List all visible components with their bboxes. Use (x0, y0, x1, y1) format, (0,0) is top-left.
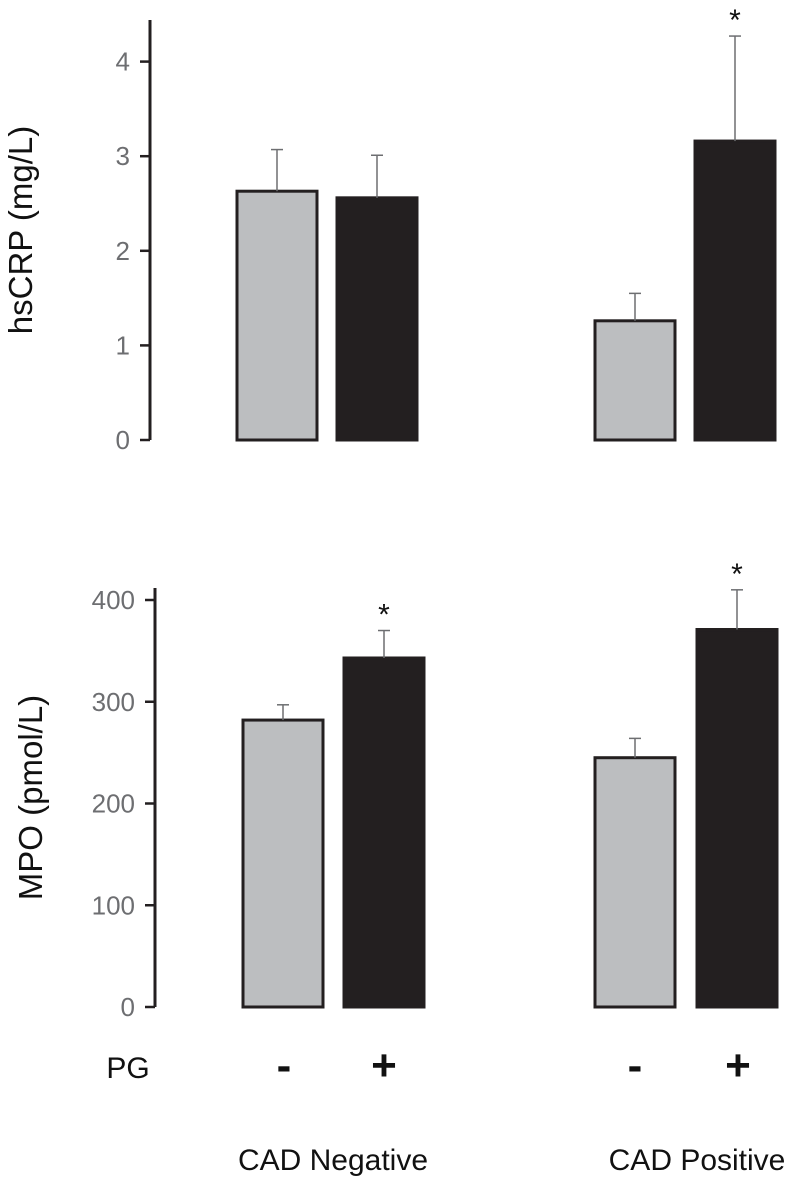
hscrp-y-tick-label-2: 2 (116, 236, 130, 266)
mpo-chart: 0 100 200 300 400 MPO (pmol/L) * * (12, 558, 779, 1022)
hscrp-y-tick-label-1: 1 (116, 330, 130, 360)
mpo-bar-cad-positive-pg-minus (593, 756, 677, 1009)
mpo-bar-cad-positive-pg-plus (695, 628, 779, 1009)
pg-sign-cad-negative-plus: + (371, 1041, 397, 1090)
hscrp-y-tick-label-4: 4 (116, 47, 130, 77)
pg-sign-cad-positive-minus: - (628, 1041, 643, 1090)
mpo-y-tick-label-200: 200 (92, 789, 135, 819)
hscrp-bar-cad-positive-pg-plus (693, 139, 777, 442)
hscrp-y-axis-title: hsCRP (mg/L) (2, 126, 39, 334)
mpo-y-axis-title: MPO (pmol/L) (12, 695, 49, 900)
hscrp-y-tick-label-3: 3 (116, 141, 130, 171)
mpo-bar-cad-negative-pg-plus-significance-mark: * (378, 599, 390, 632)
group-label-cad-negative: CAD Negative (238, 1144, 428, 1177)
mpo-bar-cad-negative-pg-minus (241, 718, 325, 1009)
group-labels: CAD Negative CAD Positive (238, 1144, 785, 1177)
pg-row: PG - + - + (106, 1041, 751, 1090)
hscrp-y-tick-label-0: 0 (116, 425, 130, 455)
mpo-y-tick-label-400: 400 (92, 585, 135, 615)
hscrp-bar-cad-positive-pg-minus (593, 319, 677, 442)
hscrp-bar-cad-positive-pg-plus-significance-mark: * (729, 4, 741, 37)
group-label-cad-positive: CAD Positive (609, 1144, 786, 1177)
pg-sign-cad-negative-minus: - (277, 1041, 292, 1090)
pg-label: PG (106, 1052, 149, 1085)
hscrp-bar-cad-negative-pg-plus (335, 196, 419, 442)
mpo-bar-cad-negative-pg-plus (342, 656, 426, 1009)
pg-sign-cad-positive-plus: + (725, 1041, 751, 1090)
hscrp-bar-cad-negative-pg-minus (235, 189, 319, 442)
mpo-y-tick-label-300: 300 (92, 687, 135, 717)
mpo-y-tick-label-0: 0 (121, 992, 135, 1022)
mpo-bar-cad-positive-pg-plus-significance-mark: * (731, 558, 743, 591)
hscrp-chart: 0 1 2 3 4 hsCRP (mg/L) * (2, 4, 777, 455)
mpo-y-tick-label-100: 100 (92, 890, 135, 920)
